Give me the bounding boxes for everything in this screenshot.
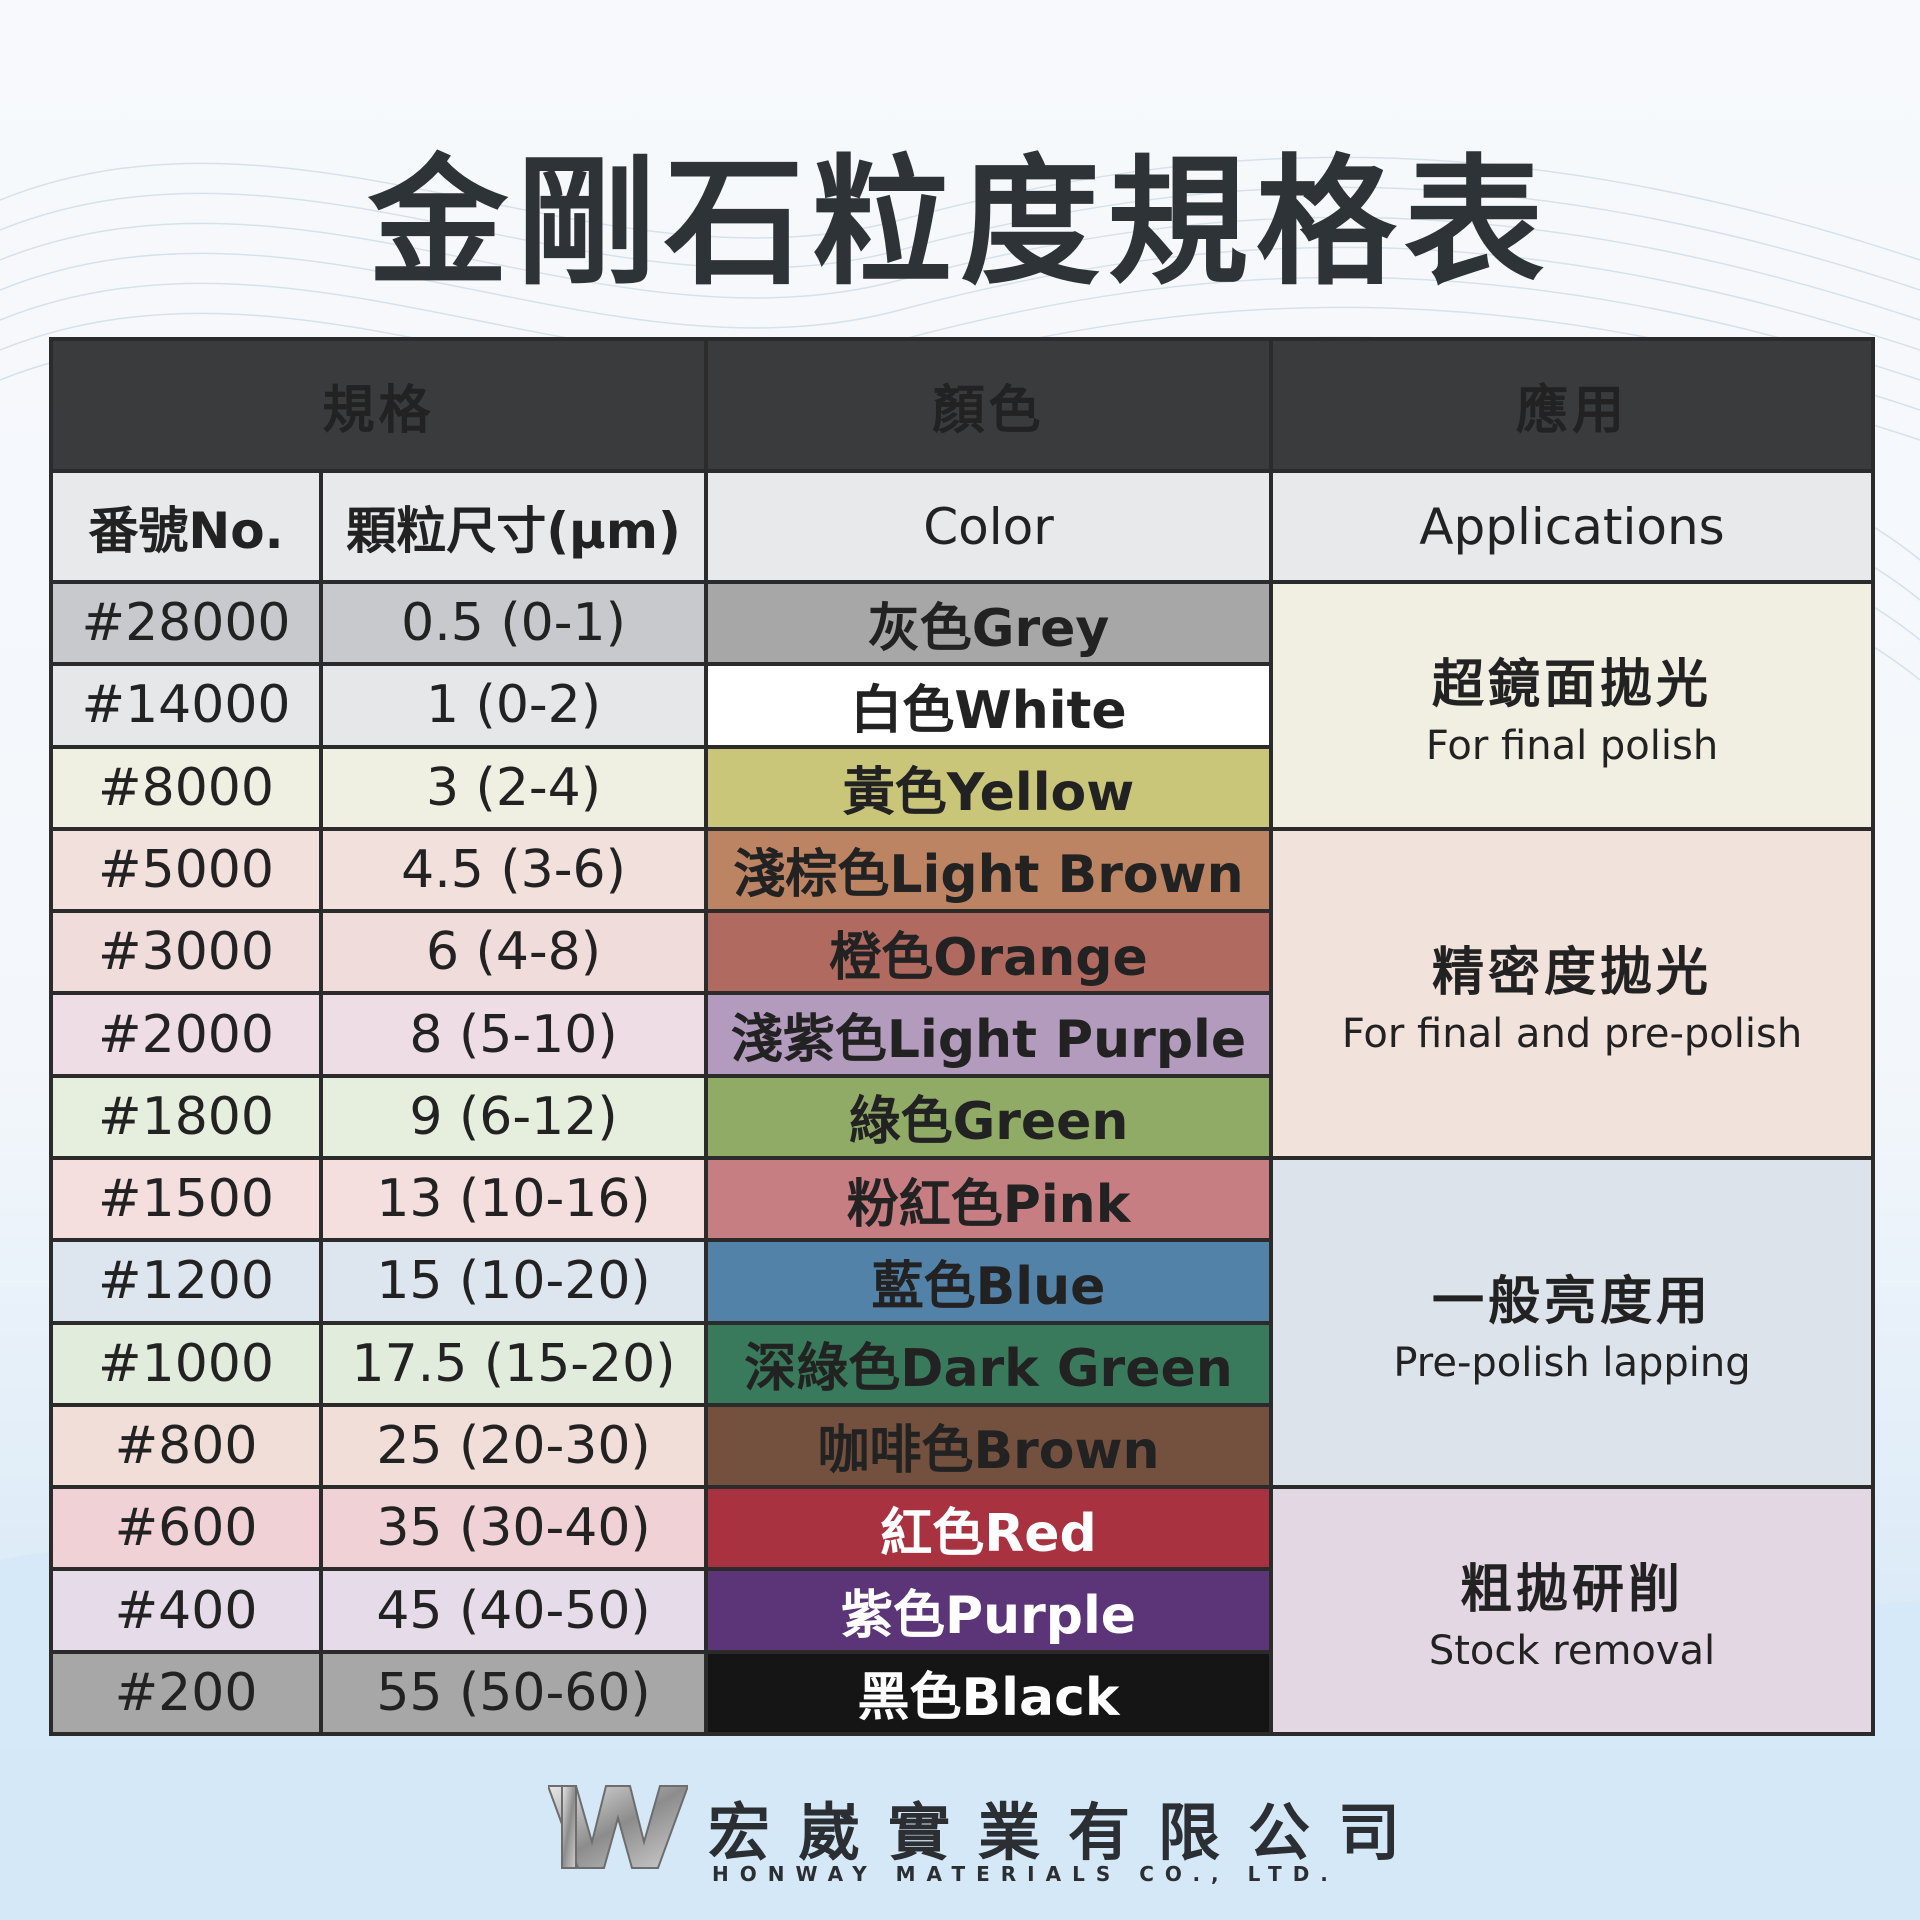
particle-size-cell: 6 (4-8) — [318, 909, 709, 996]
table-row: #400 45 (40-50) 紫色Purple — [49, 1567, 1873, 1654]
header-application: 應用 — [1269, 337, 1876, 473]
color-cell: 藍色Blue — [704, 1238, 1274, 1325]
color-cell: 白色White — [704, 662, 1274, 749]
color-cell: 淺紫色Light Purple — [704, 991, 1274, 1078]
application-en-label: Pre-polish lapping — [1393, 1340, 1751, 1387]
particle-size-cell: 8 (5-10) — [318, 991, 709, 1078]
color-cell: 黑色Black — [704, 1649, 1274, 1737]
subheader-applications: Applications — [1269, 469, 1876, 584]
page-title: 金剛石粒度規格表 — [367, 142, 1552, 305]
grit-number-cell: #1200 — [49, 1238, 323, 1325]
particle-size-cell: 15 (10-20) — [318, 1238, 709, 1325]
particle-size-cell: 45 (40-50) — [318, 1567, 709, 1654]
color-cell: 灰色Grey — [704, 579, 1274, 667]
color-cell: 深綠色Dark Green — [704, 1320, 1274, 1407]
grit-number-cell: #1000 — [49, 1320, 323, 1407]
particle-size-cell: 9 (6-12) — [318, 1073, 709, 1160]
particle-size-cell: 4.5 (3-6) — [318, 826, 709, 914]
header-spec: 規格 — [48, 337, 709, 473]
grit-number-cell: #200 — [49, 1649, 323, 1737]
table-row: #28000 0.5 (0-1) 灰色Grey 超鏡面拋光 For final poli… — [49, 579, 1876, 831]
table-row: #1800 9 (6-12) 綠色Green — [49, 1073, 1873, 1160]
table-row: #600 35 (30-40) 紅色Red 粗拋研削 Stock removal — [49, 1485, 1876, 1736]
grit-number-cell: #3000 — [49, 909, 323, 996]
application-en-label: Stock removal — [1428, 1628, 1716, 1675]
table-row: #1000 17.5 (15-20) 深綠色Dark Green — [49, 1320, 1873, 1407]
particle-size-cell: 55 (50-60) — [318, 1649, 709, 1737]
particle-size-cell: 1 (0-2) — [318, 662, 709, 749]
table-row: #800 25 (20-30) 咖啡色Brown — [49, 1402, 1873, 1490]
table-row: #200 55 (50-60) 黑色Black — [49, 1649, 1873, 1737]
grit-number-cell: #2000 — [49, 991, 323, 1078]
color-cell: 紅色Red — [704, 1485, 1274, 1572]
table-row: #2000 8 (5-10) 淺紫色Light Purple — [49, 991, 1873, 1078]
table-row: #8000 3 (2-4) 黃色Yellow — [49, 744, 1873, 831]
particle-size-cell: 3 (2-4) — [318, 744, 709, 831]
particle-size-cell: 35 (30-40) — [318, 1485, 709, 1572]
company-name-en: HONWAY MATERIALS CO., LTD. — [712, 1862, 1339, 1886]
grit-number-cell: #14000 — [49, 662, 323, 749]
particle-size-cell: 25 (20-30) — [318, 1402, 709, 1490]
color-cell: 紫色Purple — [704, 1567, 1274, 1654]
particle-size-cell: 0.5 (0-1) — [318, 579, 709, 667]
application-zh-label: 粗拋研削 — [1460, 1560, 1685, 1621]
application-cell: 超鏡面拋光 For final polish — [1269, 580, 1876, 831]
group-header-row: 規格 顏色 應用 — [48, 337, 1876, 473]
company-name-zh: 宏崴實業有限公司 — [708, 1796, 1429, 1869]
subheader-no: 番號No. — [49, 469, 323, 584]
company-logo-icon — [548, 1785, 688, 1869]
table-row: #3000 6 (4-8) 橙色Orange — [49, 909, 1873, 996]
subheader-size: 顆粒尺寸(μm) — [318, 469, 709, 584]
grit-number-cell: #600 — [49, 1485, 323, 1572]
grit-number-cell: #1800 — [49, 1073, 323, 1160]
color-cell: 咖啡色Brown — [704, 1402, 1274, 1490]
application-cell: 精密度拋光 For final and pre-polish — [1269, 826, 1876, 1160]
color-cell: 橙色Orange — [704, 909, 1274, 996]
grit-number-cell: #800 — [49, 1402, 323, 1490]
table-row: #5000 4.5 (3-6) 淺棕色Light Brown 精密度拋光 For fin… — [49, 826, 1876, 1160]
particle-size-cell: 13 (10-16) — [318, 1155, 709, 1243]
grit-number-cell: #1500 — [49, 1155, 323, 1243]
grit-number-cell: #28000 — [49, 579, 323, 667]
application-zh-label: 精密度拋光 — [1432, 942, 1713, 1003]
grit-number-cell: #5000 — [49, 826, 323, 914]
color-cell: 粉紅色Pink — [704, 1155, 1274, 1243]
header-color: 顏色 — [704, 337, 1274, 473]
table-row: #1500 13 (10-16) 粉紅色Pink 一般亮度用 Pre-polish la… — [49, 1155, 1876, 1490]
application-zh-label: 超鏡面拋光 — [1432, 654, 1713, 715]
table-row: #14000 1 (0-2) 白色White — [49, 662, 1873, 749]
color-cell: 黃色Yellow — [704, 744, 1274, 831]
color-cell: 綠色Green — [704, 1073, 1274, 1160]
grit-number-cell: #8000 — [49, 744, 323, 831]
table-body: #28000 0.5 (0-1) 灰色Grey 超鏡面拋光 For final poli… — [49, 579, 1876, 1737]
application-zh-label: 一般亮度用 — [1432, 1272, 1713, 1333]
particle-size-cell: 17.5 (15-20) — [318, 1320, 709, 1407]
grit-spec-table: 規格 顏色 應用 番號No. 顆粒尺寸(μm) Color Applicatio… — [48, 337, 1876, 1737]
color-cell: 淺棕色Light Brown — [704, 826, 1274, 914]
application-cell: 一般亮度用 Pre-polish lapping — [1269, 1155, 1876, 1490]
grit-number-cell: #400 — [49, 1567, 323, 1654]
application-cell: 粗拋研削 Stock removal — [1269, 1485, 1876, 1736]
company-footer: 宏崴實業有限公司 HONWAY MATERIALS CO., LTD. — [0, 1776, 1920, 1896]
application-en-label: For final polish — [1425, 722, 1719, 769]
subheader-color: Color — [704, 469, 1274, 584]
application-en-label: For final and pre-polish — [1341, 1010, 1803, 1057]
table-row: #1200 15 (10-20) 藍色Blue — [49, 1238, 1873, 1325]
sub-header-row: 番號No. 顆粒尺寸(μm) Color Applications — [49, 469, 1876, 584]
